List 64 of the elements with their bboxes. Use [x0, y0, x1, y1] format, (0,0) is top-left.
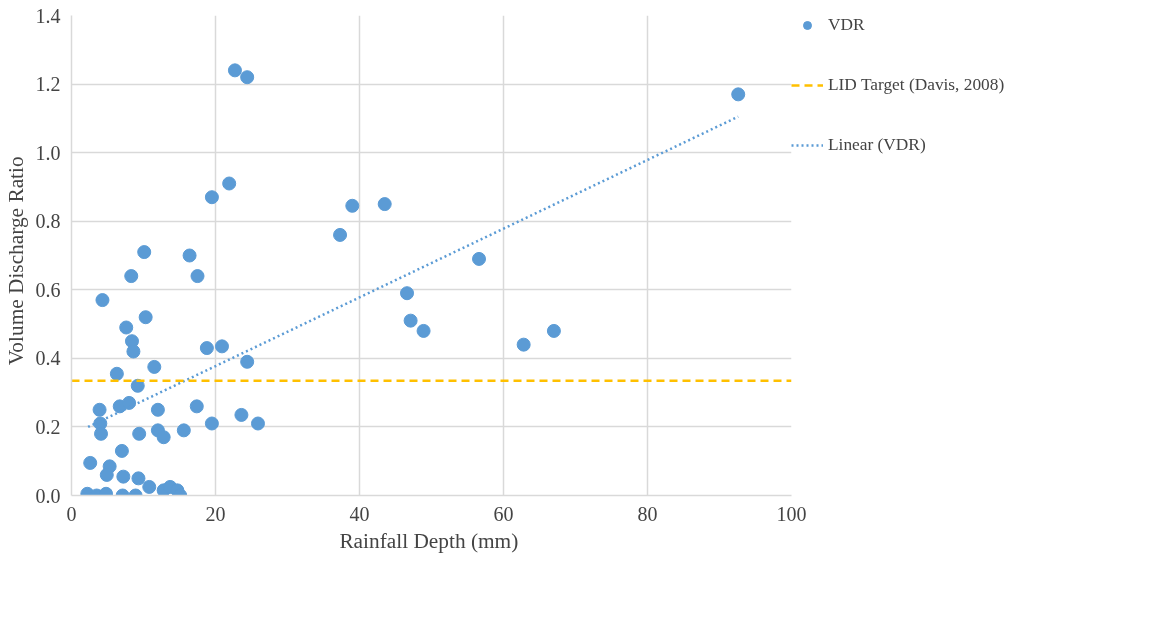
y-tick-label: 1.4 [35, 4, 61, 27]
point [214, 339, 229, 354]
point [403, 313, 418, 328]
x-tick-label: 20 [205, 502, 226, 525]
point [83, 455, 98, 470]
point [95, 293, 110, 308]
y-tick-label: 0.2 [35, 415, 61, 438]
point [227, 63, 242, 78]
point [132, 426, 147, 441]
point [250, 416, 265, 431]
point [94, 426, 109, 441]
y-tick-label: 0.8 [35, 210, 61, 233]
point [130, 378, 145, 393]
point [138, 310, 153, 325]
point [156, 430, 171, 445]
point [731, 87, 746, 102]
point [99, 467, 114, 482]
point [400, 286, 415, 301]
point [516, 337, 531, 352]
x-axis-title: Rainfall Depth (mm) [339, 528, 519, 553]
point [333, 227, 348, 242]
point [472, 251, 487, 266]
point [189, 399, 204, 414]
point [234, 407, 249, 422]
y-tick-label: 0.6 [35, 278, 61, 301]
y-tick-label: 1.0 [35, 141, 61, 164]
point [222, 176, 237, 191]
point [204, 190, 219, 205]
y-tick-label: 0.0 [35, 484, 61, 507]
point [240, 354, 255, 369]
point [126, 344, 141, 359]
x-tick-label: 100 [776, 502, 807, 525]
y-tick-label: 1.2 [35, 73, 61, 96]
x-tick-label: 40 [349, 502, 370, 525]
point [119, 320, 134, 335]
x-tick-label: 0 [66, 502, 77, 525]
point [345, 198, 360, 213]
point [199, 341, 214, 356]
point [142, 479, 157, 494]
x-tick-label: 80 [637, 502, 658, 525]
point [240, 70, 255, 85]
point [114, 443, 129, 458]
point [92, 402, 107, 417]
x-tick-label: 60 [493, 502, 514, 525]
point [124, 269, 139, 284]
point [182, 248, 197, 263]
y-tick-label: 0.4 [35, 347, 61, 370]
point [116, 469, 131, 484]
point [150, 402, 165, 417]
point [137, 245, 152, 260]
point [109, 366, 124, 381]
point [546, 323, 561, 338]
legend-label: LID Target (Davis, 2008) [828, 75, 1005, 95]
legend-label: Linear (VDR) [828, 135, 926, 155]
point [190, 269, 205, 284]
point [416, 323, 431, 338]
point [147, 359, 162, 374]
point [131, 471, 146, 486]
point [377, 197, 392, 212]
y-axis-title: Volume Discharge Ratio [3, 156, 28, 366]
legend-label: VDR [828, 15, 865, 35]
point [122, 395, 137, 410]
point [176, 423, 191, 438]
point [204, 416, 219, 431]
